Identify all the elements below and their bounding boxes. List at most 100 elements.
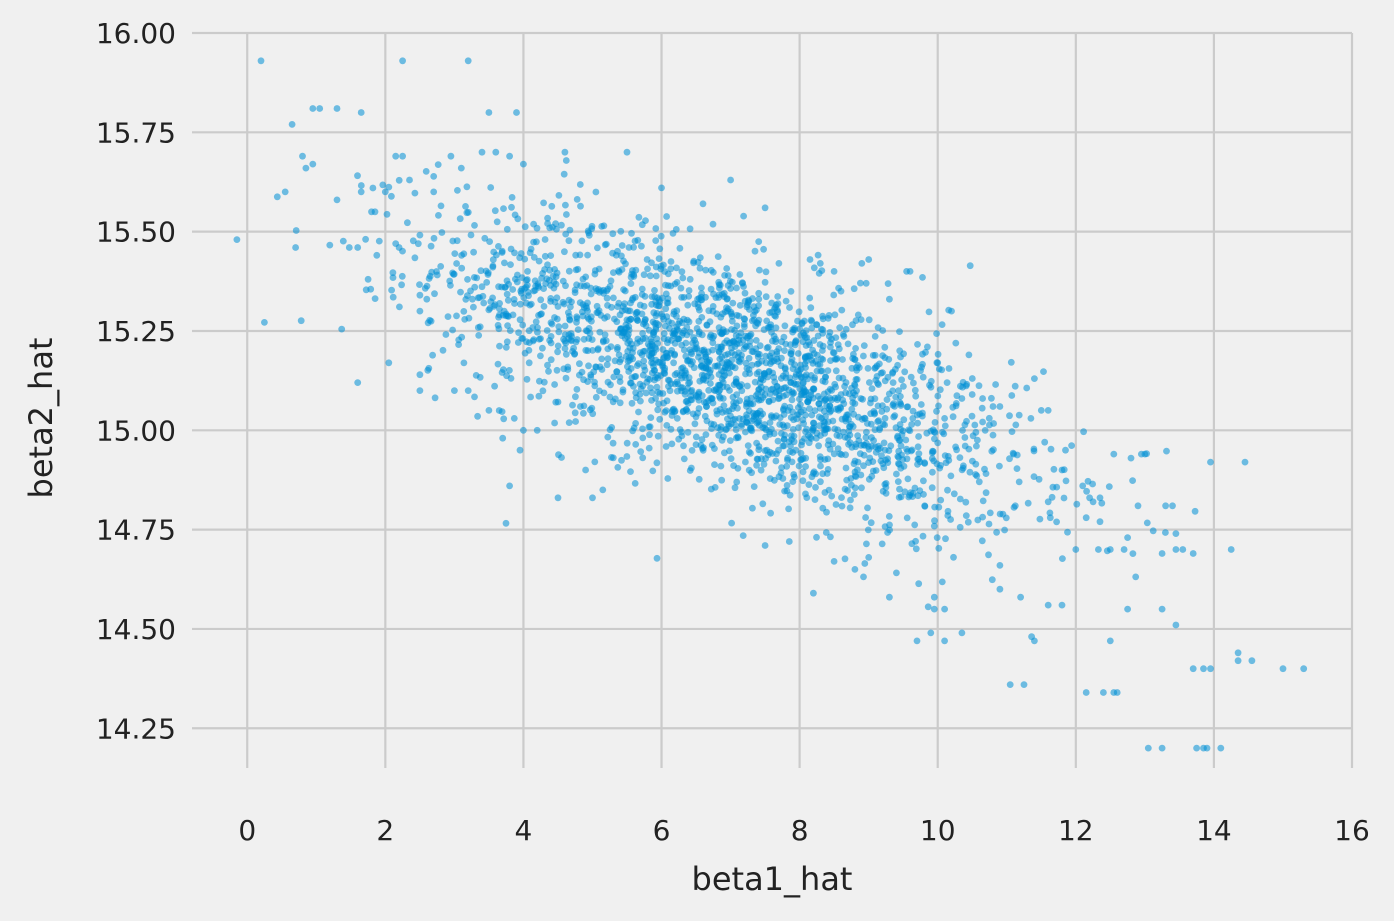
- data-point: [495, 283, 502, 291]
- data-point: [941, 415, 948, 422]
- data-point: [640, 363, 648, 370]
- data-point: [622, 260, 629, 268]
- data-point: [723, 295, 731, 303]
- data-point: [309, 160, 317, 168]
- data-point: [487, 184, 495, 191]
- data-point: [430, 188, 438, 196]
- data-point: [911, 484, 919, 492]
- data-point: [610, 373, 618, 381]
- data-point: [827, 339, 834, 346]
- data-point: [649, 467, 657, 475]
- data-point: [864, 526, 872, 534]
- data-point: [414, 240, 422, 248]
- data-point: [773, 355, 781, 363]
- data-point: [381, 188, 389, 196]
- data-point: [766, 475, 774, 482]
- data-point: [845, 390, 853, 398]
- data-point: [1129, 477, 1136, 484]
- data-point: [1031, 375, 1038, 382]
- data-point: [690, 334, 697, 341]
- data-point: [495, 313, 502, 321]
- data-point: [740, 320, 748, 328]
- data-point: [662, 290, 670, 298]
- data-point: [726, 437, 734, 444]
- data-point: [354, 172, 361, 180]
- data-point: [851, 382, 859, 389]
- data-point: [538, 310, 545, 318]
- data-point: [858, 415, 866, 423]
- data-point: [375, 237, 383, 245]
- data-point: [514, 215, 522, 223]
- data-point: [848, 405, 856, 413]
- data-point: [795, 371, 803, 378]
- data-point: [874, 402, 882, 410]
- data-point: [637, 397, 644, 405]
- data-point: [1129, 550, 1137, 557]
- data-point: [1041, 438, 1049, 446]
- data-point: [500, 415, 508, 423]
- data-point: [660, 261, 667, 269]
- data-point: [530, 238, 537, 246]
- data-point: [652, 237, 660, 245]
- data-point: [721, 272, 728, 279]
- data-point: [919, 532, 927, 540]
- data-point: [483, 279, 491, 286]
- data-point: [796, 395, 803, 403]
- data-point: [941, 605, 948, 613]
- data-point: [974, 436, 981, 444]
- data-point: [653, 459, 661, 467]
- data-point: [709, 220, 717, 228]
- data-point: [635, 408, 642, 416]
- data-point: [495, 407, 503, 414]
- data-point: [491, 301, 499, 309]
- data-point: [809, 346, 816, 354]
- data-point: [541, 252, 549, 260]
- data-point: [819, 347, 826, 354]
- data-point: [573, 336, 581, 343]
- data-point: [594, 244, 601, 252]
- data-point: [909, 493, 916, 500]
- data-point: [761, 447, 769, 454]
- data-point: [901, 488, 909, 496]
- data-point: [939, 428, 946, 436]
- data-point: [823, 470, 831, 477]
- data-point: [1023, 384, 1031, 392]
- data-point: [1062, 477, 1070, 485]
- data-point: [624, 363, 631, 371]
- data-point: [988, 394, 995, 402]
- data-point: [824, 367, 832, 374]
- data-point: [810, 419, 817, 427]
- data-point: [785, 438, 793, 446]
- data-point: [915, 580, 923, 588]
- data-point: [1163, 447, 1170, 455]
- data-point: [600, 337, 607, 344]
- data-point: [662, 305, 670, 313]
- data-point: [892, 424, 900, 432]
- data-point: [950, 490, 958, 498]
- data-point: [789, 390, 796, 398]
- data-point: [422, 168, 430, 175]
- data-point: [1189, 550, 1197, 557]
- data-point: [1011, 382, 1019, 390]
- data-point: [625, 244, 633, 251]
- data-point: [842, 325, 850, 333]
- data-point: [552, 398, 560, 406]
- data-point: [700, 372, 708, 380]
- data-point: [860, 462, 867, 470]
- data-point: [879, 460, 887, 468]
- y-tick-label: 15.25: [96, 315, 176, 348]
- data-point: [910, 379, 917, 387]
- data-point: [851, 391, 859, 399]
- data-point: [599, 486, 607, 494]
- data-point: [866, 379, 873, 386]
- data-point: [1158, 744, 1166, 752]
- data-point: [563, 211, 570, 218]
- data-point: [574, 326, 582, 333]
- data-point: [630, 383, 637, 390]
- data-point: [753, 461, 760, 469]
- data-point: [389, 269, 397, 277]
- data-point: [1020, 681, 1028, 688]
- data-point: [632, 441, 640, 448]
- data-point: [830, 349, 838, 356]
